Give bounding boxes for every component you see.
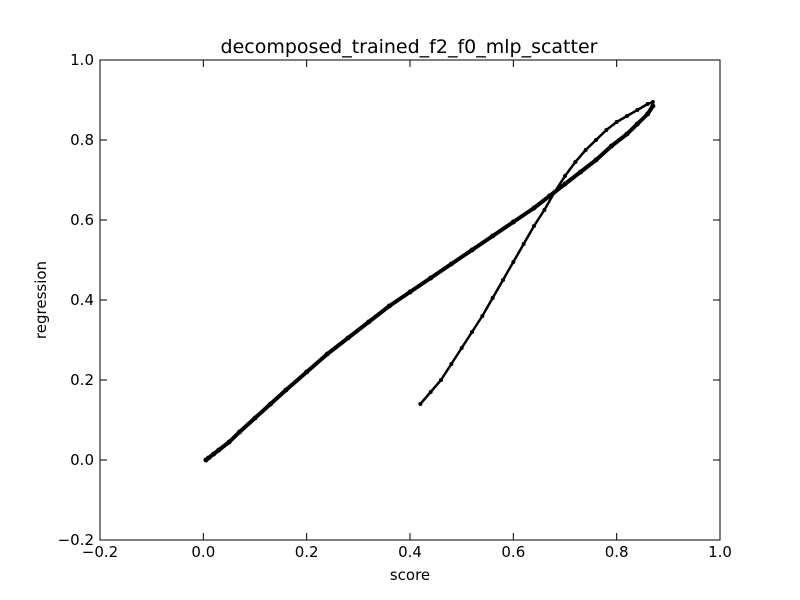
scatter-point xyxy=(650,100,655,104)
scatter-point xyxy=(237,429,242,435)
scatter-point xyxy=(634,121,640,127)
scatter-point xyxy=(211,451,217,457)
scatter-point xyxy=(645,102,650,106)
scatter-point xyxy=(510,219,516,225)
scatter-point xyxy=(206,455,211,461)
scatter-point xyxy=(226,439,232,445)
scatter-point xyxy=(490,233,496,239)
x-axis-label: score xyxy=(390,566,430,584)
y-tick-label: 0.4 xyxy=(70,291,94,309)
scatter-point xyxy=(428,390,433,394)
scatter-point xyxy=(625,114,629,118)
scatter-point xyxy=(470,330,474,334)
scatter-point xyxy=(614,120,619,124)
scatter-point xyxy=(407,289,413,295)
scatter-point xyxy=(469,247,475,253)
y-tick-label: 0.6 xyxy=(70,211,94,229)
scatter-point xyxy=(593,157,599,163)
scatter-point xyxy=(604,128,609,132)
scatter-point xyxy=(490,296,495,300)
scatter-point xyxy=(283,387,289,393)
plot-frame xyxy=(99,59,721,541)
scatter-point xyxy=(216,447,222,453)
x-tick-label: −0.2 xyxy=(82,543,118,561)
scatter-point xyxy=(418,402,423,406)
scatter-point xyxy=(386,303,392,309)
x-tick-label: 0.6 xyxy=(501,543,525,561)
x-tick-label: 0.8 xyxy=(605,543,629,561)
scatter-point xyxy=(268,401,273,407)
scatter-point xyxy=(459,346,464,350)
points-layer xyxy=(203,100,656,463)
scatter-point xyxy=(635,108,640,112)
scatter-point xyxy=(573,160,578,164)
scatter-point xyxy=(480,314,485,318)
x-tick-label: 0.4 xyxy=(398,543,422,561)
scatter-point xyxy=(324,351,330,357)
scatter-point xyxy=(345,335,351,341)
scatter-point xyxy=(304,369,310,375)
scatter-point xyxy=(501,278,505,282)
scatter-point xyxy=(531,205,537,211)
y-tick-label: −0.2 xyxy=(58,531,94,549)
scatter-point xyxy=(624,131,630,137)
y-tick-label: 0.0 xyxy=(70,451,94,469)
scatter-point xyxy=(609,143,614,149)
scatter-point xyxy=(521,242,526,246)
scatter-point xyxy=(583,148,588,152)
x-tick-label: 1.0 xyxy=(708,543,732,561)
scatter-point xyxy=(252,415,258,421)
scatter-point xyxy=(594,138,598,142)
y-tick-label: 0.2 xyxy=(70,371,94,389)
scatter-point xyxy=(542,208,547,212)
scatter-point xyxy=(448,261,454,267)
scatter-point xyxy=(650,103,656,109)
scatter-point xyxy=(562,181,568,187)
x-tick-label: 0.0 xyxy=(191,543,215,561)
y-axis-label: regression xyxy=(32,261,50,339)
scatter-point xyxy=(428,275,434,281)
scatter-point xyxy=(366,319,372,325)
x-tick-label: 0.2 xyxy=(295,543,319,561)
chart-title: decomposed_trained_f2_f0_mlp_scatter xyxy=(221,36,598,58)
scatter-point xyxy=(578,169,583,175)
scatter-point xyxy=(532,224,536,228)
scatter-point xyxy=(449,362,454,366)
scatter-point xyxy=(511,260,516,264)
y-tick-label: 1.0 xyxy=(70,51,94,69)
scatter-point xyxy=(645,111,651,117)
y-tick-label: 0.8 xyxy=(70,131,94,149)
ticks-layer: −0.2−0.2 0.0 0.0 0.2 0.2 0.4 0.4 0.6 0.6 0.8 0.8 1.… xyxy=(58,51,732,561)
scatter-point xyxy=(563,174,567,178)
scatter-point xyxy=(552,190,557,194)
scatter-point xyxy=(439,378,443,382)
